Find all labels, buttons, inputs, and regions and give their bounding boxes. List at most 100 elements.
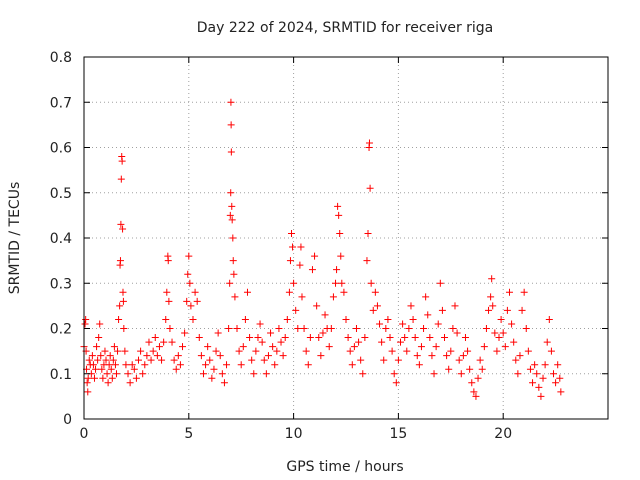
data-point [176, 361, 184, 369]
x-tick-label: 5 [184, 426, 193, 442]
data-point [119, 297, 127, 305]
data-point [396, 338, 404, 346]
data-point [529, 379, 537, 387]
data-point [409, 315, 417, 323]
data-point [165, 297, 173, 305]
data-point [388, 347, 396, 355]
data-point [134, 356, 142, 364]
data-point [545, 315, 553, 323]
data-point [109, 356, 117, 364]
data-point [289, 243, 297, 251]
data-point [223, 361, 231, 369]
data-point [430, 370, 438, 378]
data-point [361, 334, 369, 342]
data-point [438, 306, 446, 314]
data-point [461, 334, 469, 342]
data-point [102, 356, 110, 364]
data-point [302, 347, 310, 355]
data-point [359, 370, 367, 378]
data-point [357, 356, 365, 364]
data-point [126, 379, 134, 387]
data-point [366, 184, 374, 192]
data-point [227, 98, 235, 106]
data-point [160, 338, 168, 346]
data-point [162, 315, 170, 323]
data-point [228, 216, 236, 224]
data-point [285, 288, 293, 296]
data-point [250, 370, 258, 378]
y-tick-label: 0.5 [50, 186, 72, 202]
data-point [260, 356, 268, 364]
data-point [164, 257, 172, 265]
data-point [130, 365, 138, 373]
data-point [271, 361, 279, 369]
data-point [367, 279, 375, 287]
data-point [543, 338, 551, 346]
data-point [119, 225, 127, 233]
data-point [364, 229, 372, 237]
data-point [488, 275, 496, 283]
data-point [227, 121, 235, 129]
data-point [212, 347, 220, 355]
data-point [248, 356, 256, 364]
data-point [526, 365, 534, 373]
data-point [267, 329, 275, 337]
data-point [447, 347, 455, 355]
data-point [229, 234, 237, 242]
data-points [80, 98, 565, 400]
data-point [166, 325, 174, 332]
data-point [334, 202, 342, 210]
data-point [197, 352, 205, 360]
data-point [233, 325, 241, 332]
data-point [227, 189, 235, 197]
x-tick-label: 20 [494, 426, 512, 442]
data-point [246, 334, 254, 342]
data-point [116, 257, 124, 265]
data-point [115, 315, 123, 323]
data-point [411, 334, 419, 342]
data-point [503, 306, 511, 314]
data-point [189, 315, 197, 323]
data-point [315, 334, 323, 342]
data-point [403, 347, 411, 355]
data-point [401, 334, 409, 342]
data-point [554, 361, 562, 369]
data-point [464, 347, 472, 355]
data-point [556, 374, 564, 382]
data-point [340, 288, 348, 296]
data-point [292, 306, 300, 314]
data-point [417, 343, 425, 351]
data-point [524, 347, 532, 355]
data-point [231, 293, 239, 301]
data-point [352, 325, 360, 332]
data-point [547, 347, 555, 355]
data-point [168, 338, 176, 346]
data-point [350, 343, 358, 351]
data-point [499, 329, 507, 337]
data-point [482, 325, 490, 332]
y-tick-label: 0.1 [50, 367, 72, 383]
data-point [520, 288, 528, 296]
data-point [434, 320, 442, 328]
data-point [344, 334, 352, 342]
data-point [195, 334, 203, 342]
data-point [110, 343, 118, 351]
data-point [85, 356, 93, 364]
data-point [371, 288, 379, 296]
data-point [187, 302, 195, 310]
data-point [88, 352, 96, 360]
data-point [514, 370, 522, 378]
data-point [457, 370, 465, 378]
y-tick-label: 0.3 [50, 276, 72, 292]
data-point [459, 352, 467, 360]
data-point [369, 306, 377, 314]
data-point [390, 370, 398, 378]
data-point [183, 297, 191, 305]
data-point [510, 338, 518, 346]
data-point [346, 347, 354, 355]
data-point [405, 325, 413, 332]
data-point [105, 361, 113, 369]
data-point [468, 379, 476, 387]
data-point [491, 329, 499, 337]
